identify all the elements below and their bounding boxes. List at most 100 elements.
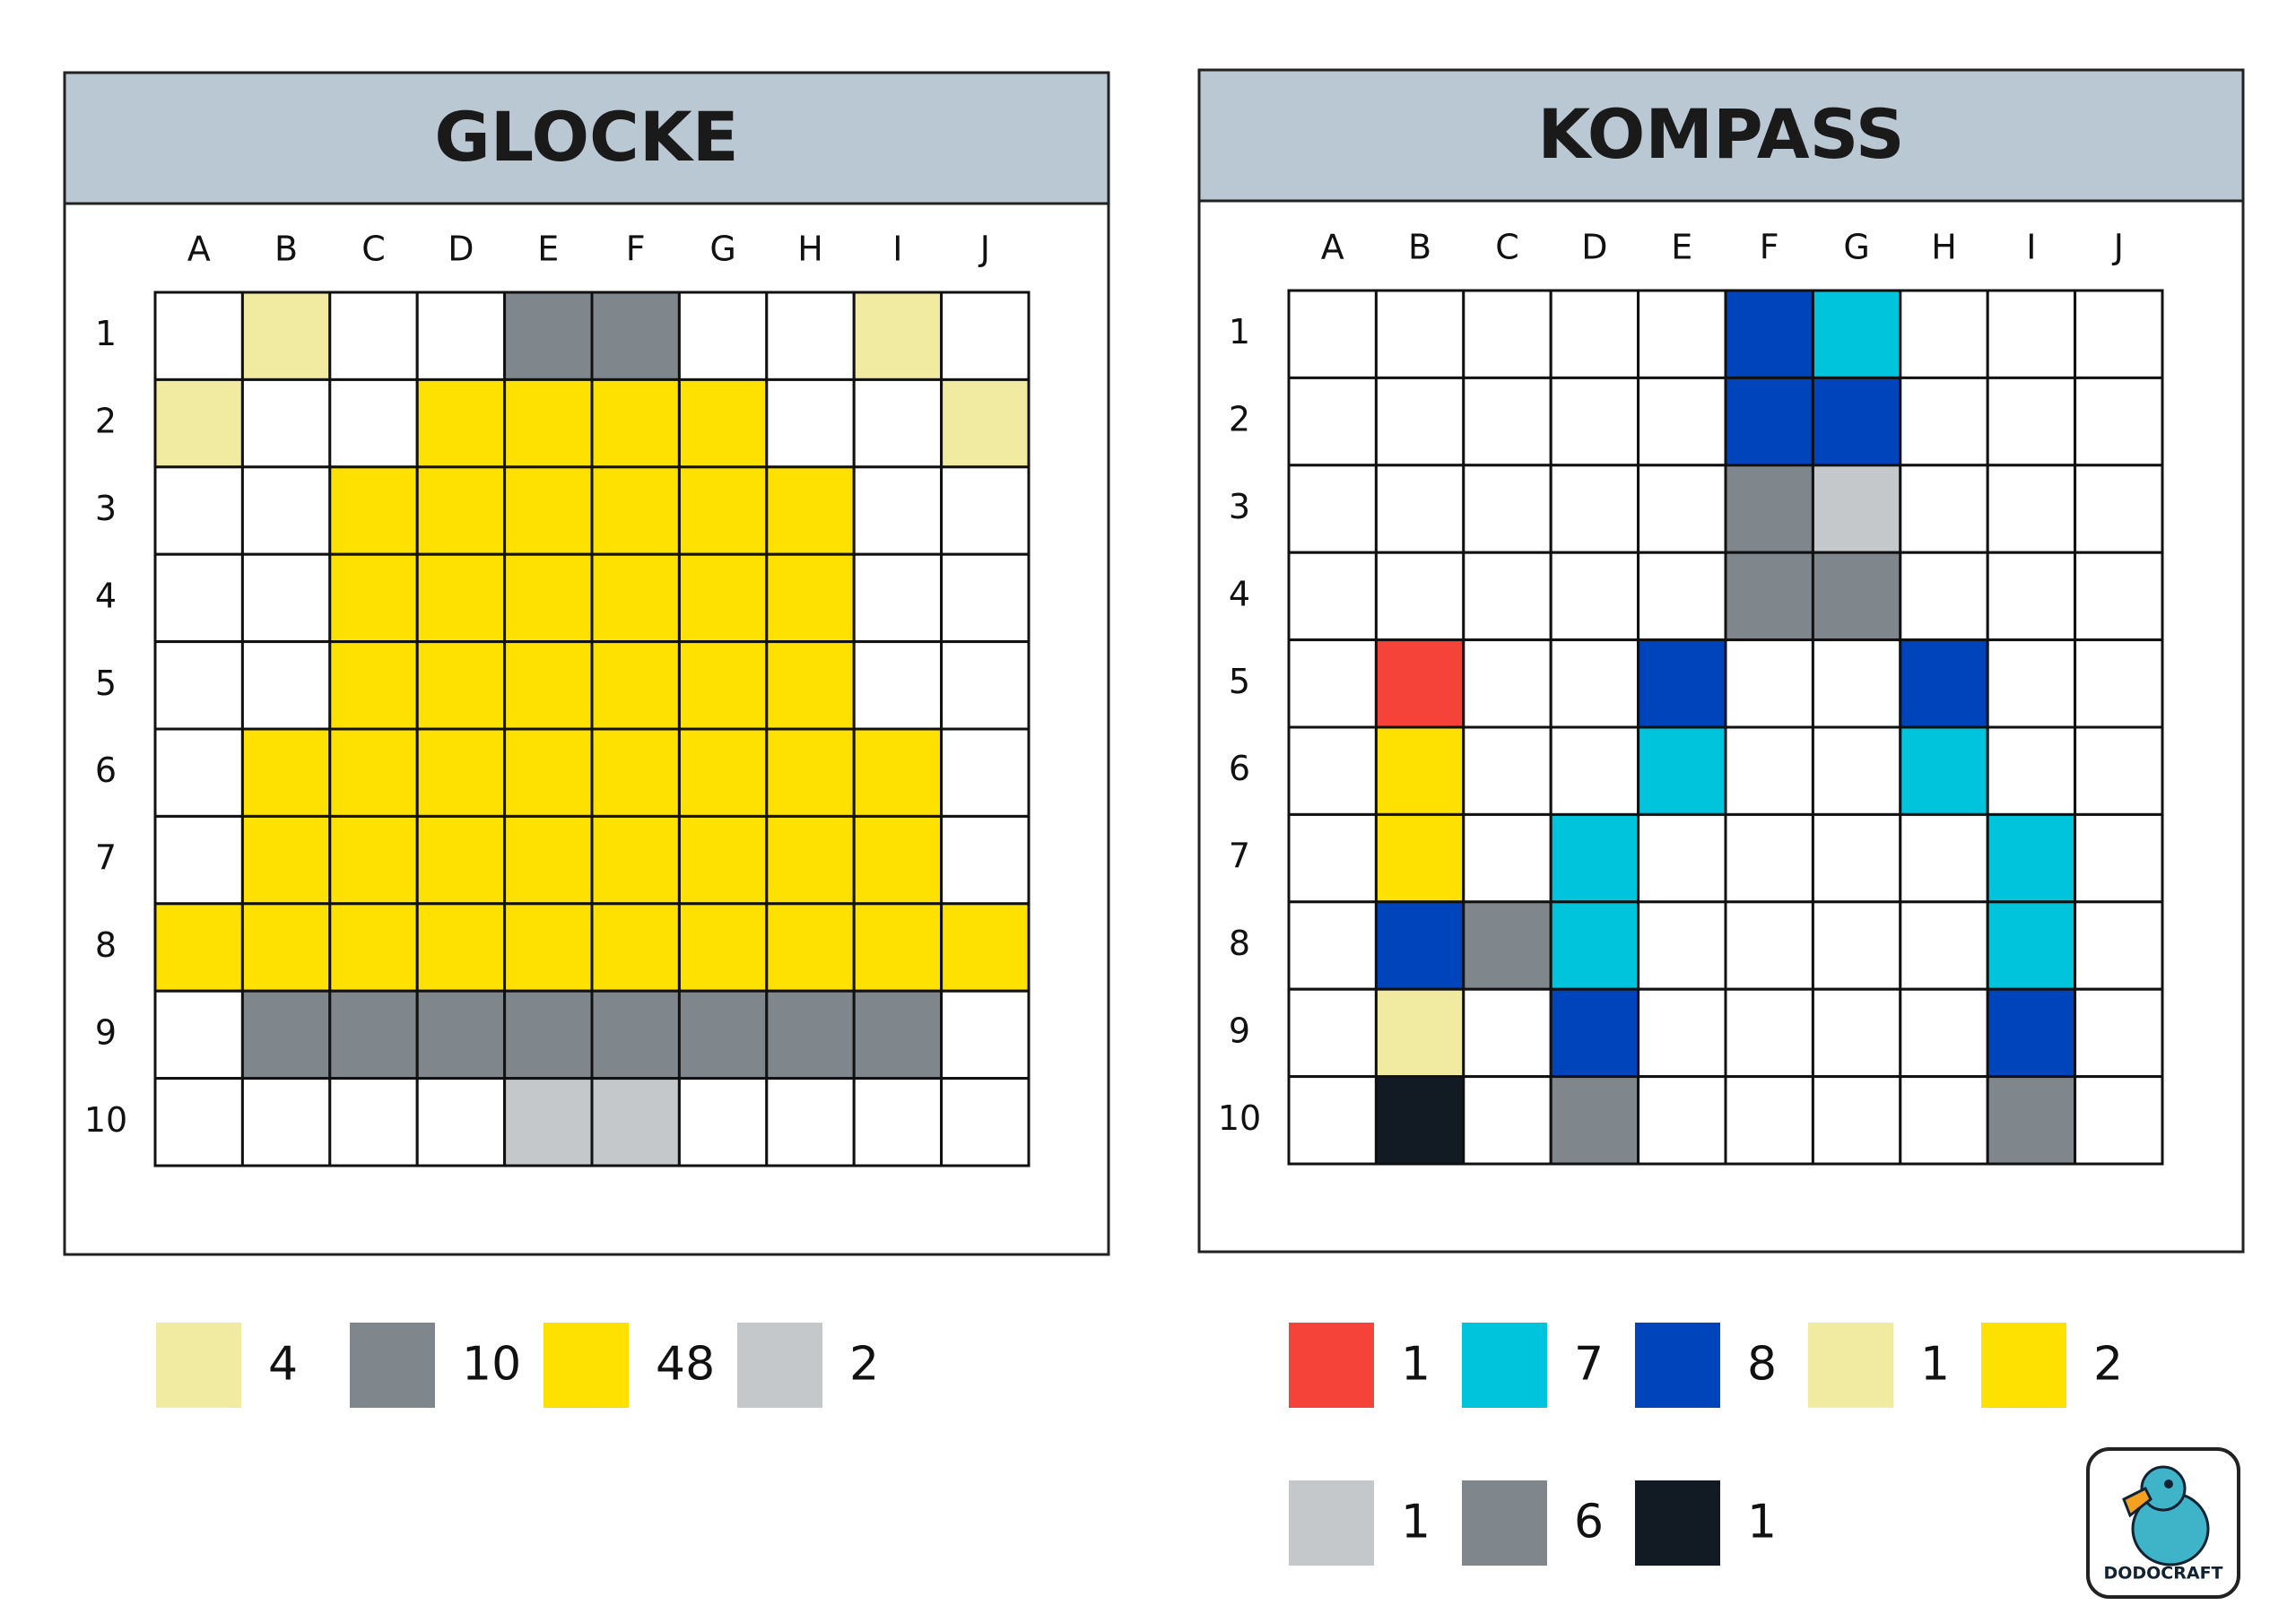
grid-cell xyxy=(677,902,769,993)
grid-cell xyxy=(1811,289,1902,379)
legend-swatch xyxy=(1462,1480,1547,1566)
grid-cell xyxy=(765,378,856,469)
grid-cell xyxy=(765,902,856,993)
grid-cell xyxy=(1986,812,2077,904)
row-label: 1 xyxy=(95,314,117,353)
grid-cell xyxy=(940,552,1031,644)
grid-cell xyxy=(2074,289,2164,379)
row-label: 1 xyxy=(1229,312,1250,352)
column-label: D xyxy=(1581,228,1607,267)
grid-cell xyxy=(1986,551,2077,642)
grid-cell xyxy=(1724,376,1814,467)
grid-cell xyxy=(1549,464,1640,554)
column-label: I xyxy=(892,230,902,269)
row-label: 9 xyxy=(1229,1011,1250,1050)
grid-cell xyxy=(415,727,507,818)
grid-cell xyxy=(1287,289,1378,379)
grid-cell xyxy=(503,989,594,1081)
logo: DODOCRAFT xyxy=(2086,1447,2240,1599)
column-label: E xyxy=(537,230,559,269)
grid-cell xyxy=(852,640,944,731)
grid-cell xyxy=(240,902,332,993)
grid-cell xyxy=(328,814,419,906)
grid-cell xyxy=(1637,1075,1727,1166)
grid-cell xyxy=(1899,1075,1989,1166)
grid-cell xyxy=(1462,725,1552,816)
legend-count: 6 xyxy=(1574,1496,1604,1549)
grid-cell xyxy=(1724,464,1814,554)
grid-cell xyxy=(240,814,332,906)
grid-cell xyxy=(2074,725,2164,816)
grid-cell xyxy=(1724,987,1814,1079)
grid-cell xyxy=(852,291,944,381)
legend-count: 48 xyxy=(656,1338,715,1392)
grid-cell xyxy=(1811,1075,1902,1166)
grid-cell xyxy=(2074,987,2164,1079)
logo-head xyxy=(2140,1465,2187,1512)
grid-cell xyxy=(1724,900,1814,991)
grid-cell xyxy=(1462,551,1552,642)
grid-cell xyxy=(677,989,769,1081)
row-label: 7 xyxy=(1229,837,1250,876)
grid-cell xyxy=(1637,900,1727,991)
grid-cell xyxy=(1374,376,1465,467)
grid-cell xyxy=(1811,638,1902,729)
grid-cell xyxy=(1724,551,1814,642)
grid-cell xyxy=(590,465,681,556)
grid-cell xyxy=(415,552,507,644)
panel-header xyxy=(63,71,1110,205)
grid-cell xyxy=(1374,725,1465,816)
grid-cell xyxy=(1637,551,1727,642)
grid-cell xyxy=(1287,464,1378,554)
legend-count: 1 xyxy=(1401,1338,1431,1392)
panel-title: GLOCKE xyxy=(434,97,738,177)
grid-cell xyxy=(590,1077,681,1167)
row-label: 4 xyxy=(95,576,117,615)
grid-cell xyxy=(240,727,332,818)
grid-cell xyxy=(590,902,681,993)
grid-cell xyxy=(1462,464,1552,554)
column-label: H xyxy=(797,230,823,269)
grid-cell xyxy=(240,291,332,381)
grid-cell xyxy=(1462,638,1552,729)
grid-cell xyxy=(1899,900,1989,991)
grid-cell xyxy=(1287,638,1378,729)
column-label: G xyxy=(1843,228,1869,267)
grid-cell xyxy=(765,640,856,731)
grid-cell xyxy=(503,552,594,644)
grid-cell xyxy=(153,989,244,1081)
grid-cell xyxy=(590,727,681,818)
grid-cell xyxy=(1637,987,1727,1079)
grid-cell xyxy=(240,552,332,644)
grid-cell xyxy=(328,989,419,1081)
grid-cell xyxy=(1637,638,1727,729)
grid-cell xyxy=(2074,638,2164,729)
row-label: 6 xyxy=(95,751,117,790)
grid-cell xyxy=(415,989,507,1081)
grid-cell xyxy=(1462,987,1552,1079)
grid-cell xyxy=(1811,551,1902,642)
grid-cell xyxy=(1462,376,1552,467)
grid-cell xyxy=(1549,289,1640,379)
grid-cell xyxy=(1986,987,2077,1079)
column-label: J xyxy=(2112,228,2124,267)
grid-cell xyxy=(677,552,769,644)
grid-cell xyxy=(415,378,507,469)
grid-cell xyxy=(765,814,856,906)
legend-swatch xyxy=(1981,1323,2066,1408)
grid-cell xyxy=(1462,1075,1552,1166)
grid-cell xyxy=(1374,638,1465,729)
row-label: 3 xyxy=(1229,487,1250,526)
grid-cell xyxy=(2074,376,2164,467)
grid-cell xyxy=(1287,551,1378,642)
grid-cell xyxy=(1811,464,1902,554)
row-label: 5 xyxy=(95,664,117,703)
legend-swatch xyxy=(156,1323,241,1408)
column-label: B xyxy=(274,230,298,269)
row-label: 9 xyxy=(95,1012,117,1052)
row-label: 10 xyxy=(1218,1098,1261,1138)
grid-cell xyxy=(1899,551,1989,642)
grid-cell xyxy=(677,378,769,469)
grid-cell xyxy=(1724,1075,1814,1166)
grid-cell xyxy=(1549,376,1640,467)
